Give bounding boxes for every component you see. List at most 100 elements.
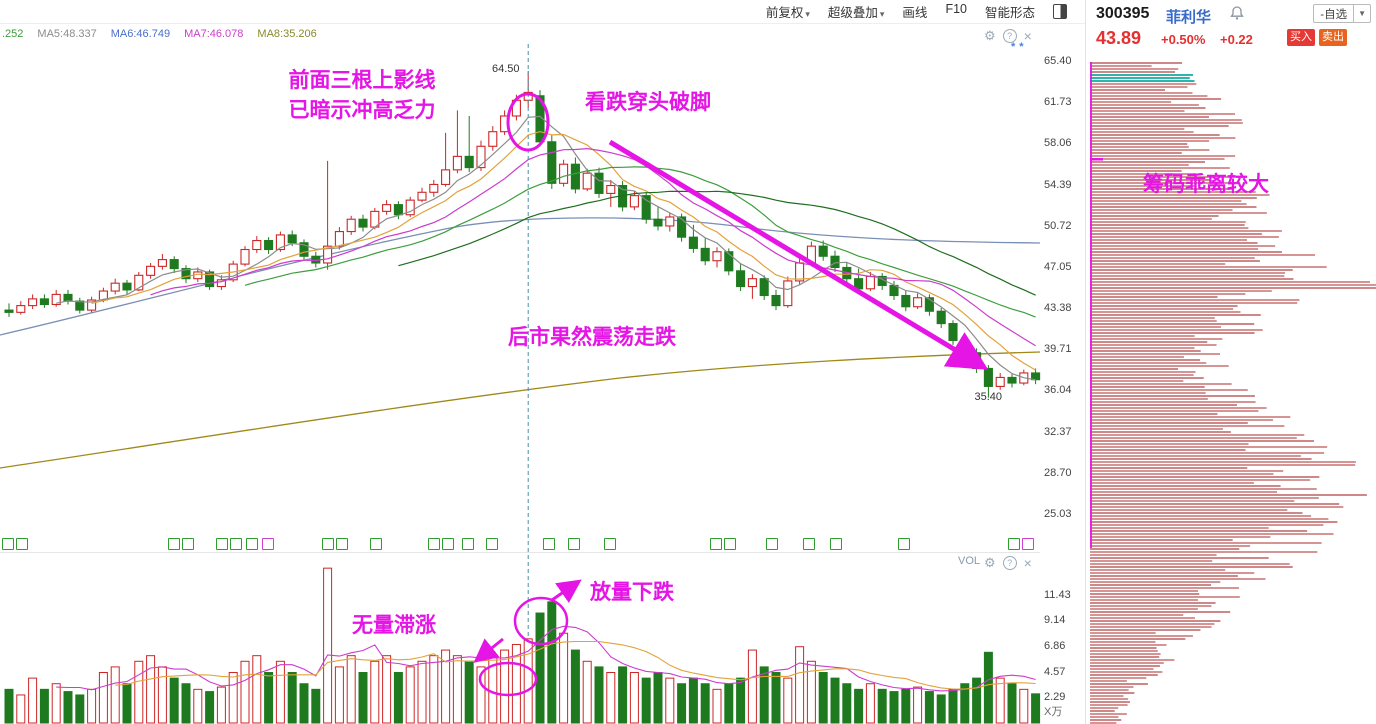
toolbar-item-智能形态[interactable]: 智能形态 bbox=[984, 6, 1035, 20]
favorite-stars-icon[interactable]: ** bbox=[1011, 41, 1028, 53]
chip-bar bbox=[1090, 437, 1297, 439]
chip-bar bbox=[1090, 656, 1160, 658]
volume-bar bbox=[240, 660, 250, 724]
chip-bar bbox=[1090, 170, 1182, 172]
chip-bar bbox=[1090, 218, 1212, 220]
event-marker-icon[interactable] bbox=[898, 538, 910, 550]
chip-bar bbox=[1090, 638, 1186, 640]
event-marker-icon[interactable] bbox=[710, 538, 722, 550]
chip-bar bbox=[1090, 212, 1267, 214]
chip-bar bbox=[1090, 455, 1301, 457]
close-icon[interactable]: × bbox=[1023, 28, 1032, 44]
buy-button[interactable]: 买入 bbox=[1287, 29, 1315, 46]
chip-bar bbox=[1090, 98, 1222, 100]
chip-bar bbox=[1090, 578, 1266, 580]
event-marker-icon[interactable] bbox=[462, 538, 474, 550]
sell-button[interactable]: 卖出 bbox=[1319, 29, 1347, 46]
chip-bar bbox=[1090, 662, 1164, 664]
candle-body bbox=[983, 367, 993, 387]
caret-down-icon: ▾ bbox=[879, 9, 885, 19]
chip-bar bbox=[1090, 428, 1223, 430]
chip-bar bbox=[1090, 377, 1204, 379]
event-marker-icon[interactable] bbox=[262, 538, 274, 550]
event-marker-icon[interactable] bbox=[428, 538, 440, 550]
event-marker-icon[interactable] bbox=[442, 538, 454, 550]
ma-label: MA6:46.749 bbox=[110, 28, 171, 40]
vol-panel-label: VOL bbox=[958, 555, 981, 567]
chip-bar bbox=[1090, 461, 1356, 463]
chip-bar bbox=[1090, 134, 1220, 136]
toolbar-item-超级叠加[interactable]: 超级叠加 ▾ bbox=[827, 6, 885, 20]
close-icon[interactable]: × bbox=[1023, 555, 1032, 571]
chip-bar bbox=[1090, 434, 1305, 436]
chip-bar bbox=[1090, 371, 1196, 373]
chip-bar bbox=[1090, 695, 1124, 697]
volume-unit-label: X万 bbox=[1044, 706, 1063, 718]
candle-body bbox=[4, 309, 14, 313]
volume-bar bbox=[417, 660, 427, 724]
chip-bar bbox=[1090, 104, 1199, 106]
candle-body bbox=[736, 270, 746, 288]
event-marker-icon[interactable] bbox=[766, 538, 778, 550]
help-icon[interactable]: ? bbox=[1002, 29, 1017, 43]
chip-bar bbox=[1090, 707, 1119, 709]
event-marker-icon[interactable] bbox=[724, 538, 736, 550]
chip-bar bbox=[1090, 125, 1229, 127]
toolbar-item-F10[interactable]: F10 bbox=[945, 2, 967, 16]
event-marker-icon[interactable] bbox=[168, 538, 180, 550]
stock-name[interactable]: 菲利华 bbox=[1166, 9, 1212, 26]
gear-icon[interactable]: ⚙ bbox=[984, 555, 996, 570]
annotation-line-2: 已暗示冲高乏力 bbox=[288, 99, 436, 122]
candle-body bbox=[146, 265, 156, 276]
volume-bar bbox=[854, 688, 864, 724]
event-marker-icon[interactable] bbox=[370, 538, 382, 550]
event-marker-icon[interactable] bbox=[803, 538, 815, 550]
event-marker-icon[interactable] bbox=[486, 538, 498, 550]
ma-line-8 bbox=[91, 130, 1036, 371]
help-icon[interactable]: ? bbox=[1002, 556, 1017, 570]
candle-body bbox=[169, 259, 179, 270]
chip-bar bbox=[1090, 65, 1152, 67]
event-marker-icon[interactable] bbox=[230, 538, 242, 550]
annotation-bearish-pattern: 看跌穿头破脚 bbox=[585, 91, 711, 114]
candle-body bbox=[559, 163, 569, 184]
chip-bar bbox=[1090, 395, 1255, 397]
event-marker-icon[interactable] bbox=[1022, 538, 1034, 550]
chip-bar bbox=[1090, 473, 1274, 475]
chip-bar bbox=[1090, 599, 1198, 601]
gear-icon[interactable]: ⚙ bbox=[984, 28, 996, 43]
chip-bar bbox=[1090, 116, 1209, 118]
toolbar-item-前复权[interactable]: 前复权 ▾ bbox=[765, 6, 810, 20]
candle-body bbox=[570, 163, 580, 190]
candle-body bbox=[913, 297, 923, 308]
watchlist-dropdown[interactable]: -自选 ▼ bbox=[1313, 4, 1371, 23]
event-marker-icon[interactable] bbox=[2, 538, 14, 550]
candle-body bbox=[75, 300, 85, 311]
event-marker-icon[interactable] bbox=[604, 538, 616, 550]
panel-layout-icon[interactable] bbox=[1053, 4, 1067, 19]
event-marker-icon[interactable] bbox=[568, 538, 580, 550]
toolbar-item-画线[interactable]: 画线 bbox=[902, 6, 928, 20]
chip-bar bbox=[1090, 464, 1356, 466]
event-marker-icon[interactable] bbox=[182, 538, 194, 550]
volume-bar bbox=[830, 677, 840, 724]
event-marker-icon[interactable] bbox=[216, 538, 228, 550]
event-marker-icon[interactable] bbox=[322, 538, 334, 550]
candle-body bbox=[924, 297, 934, 312]
candle-body bbox=[688, 236, 698, 249]
bell-icon[interactable] bbox=[1229, 5, 1245, 21]
event-marker-icon[interactable] bbox=[336, 538, 348, 550]
event-marker-icon[interactable] bbox=[830, 538, 842, 550]
event-marker-icon[interactable] bbox=[543, 538, 555, 550]
event-marker-icon[interactable] bbox=[246, 538, 258, 550]
chip-bar bbox=[1090, 155, 1236, 157]
event-marker-icon[interactable] bbox=[1008, 538, 1020, 550]
candle-body bbox=[110, 282, 120, 292]
volume-spike-circle bbox=[513, 596, 569, 646]
chip-bar bbox=[1090, 95, 1208, 97]
candle-body bbox=[747, 278, 757, 288]
chip-bar bbox=[1090, 572, 1255, 574]
event-marker-icon[interactable] bbox=[16, 538, 28, 550]
chip-bar bbox=[1090, 569, 1226, 571]
